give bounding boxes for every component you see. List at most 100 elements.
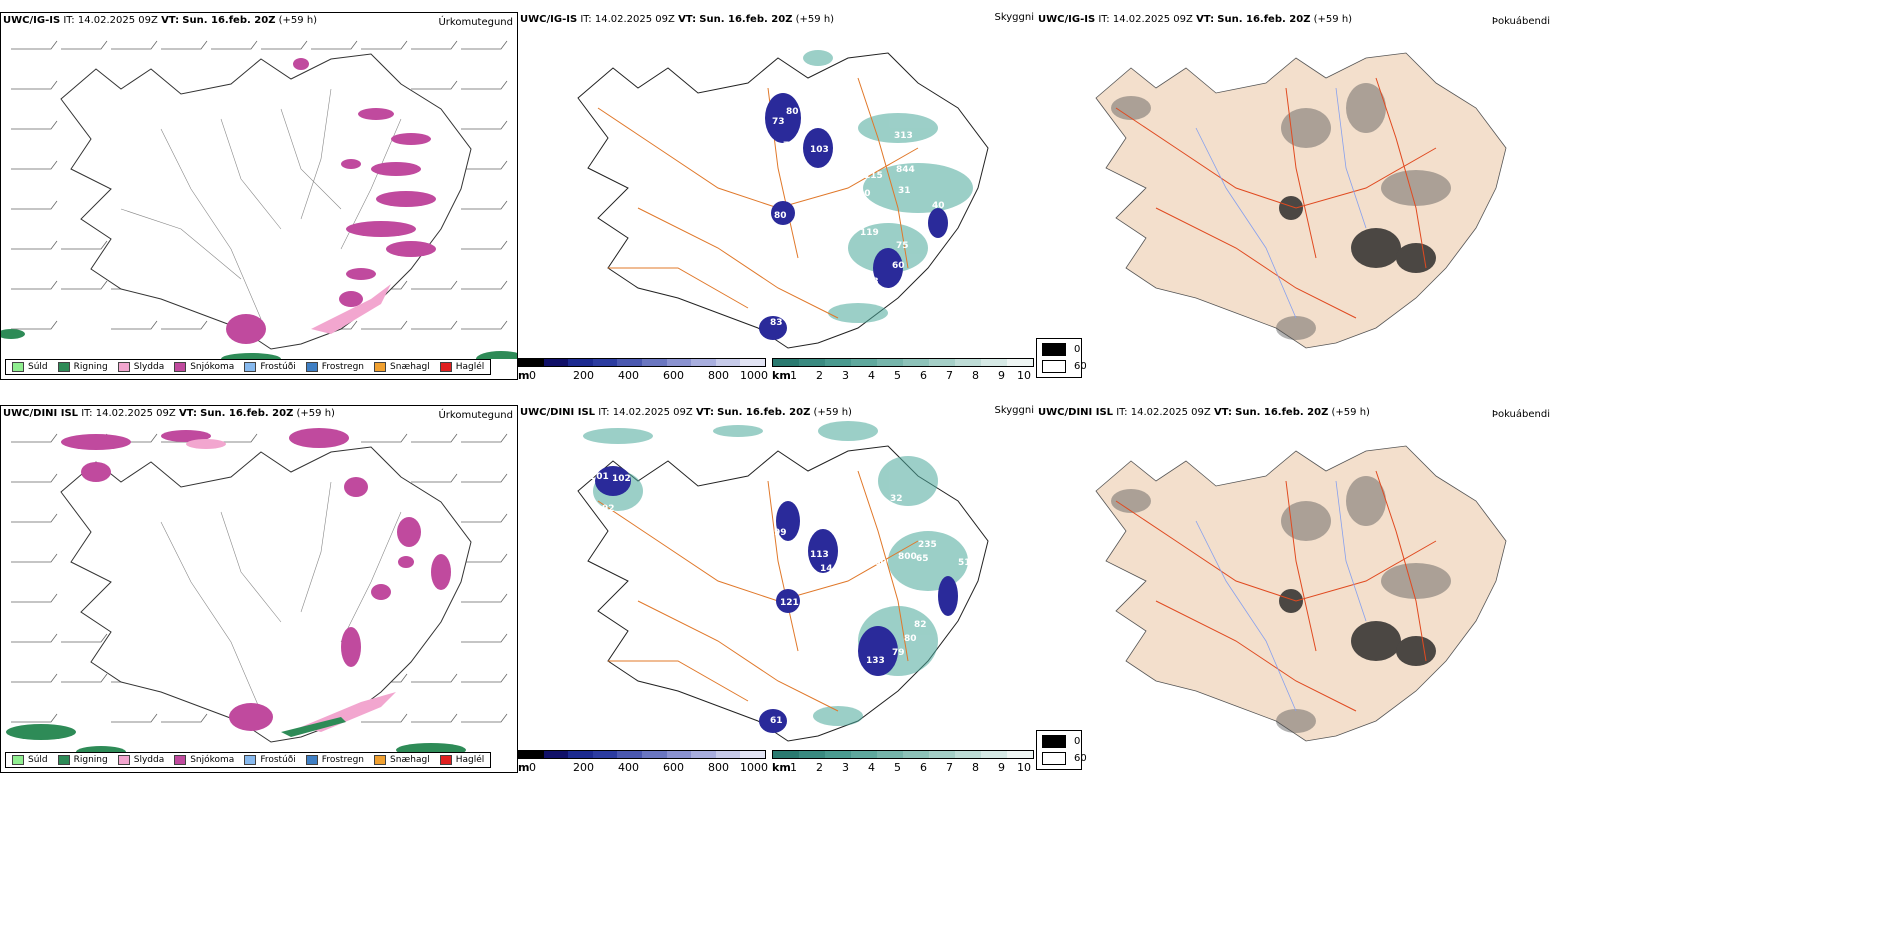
panel-header: UWC/DINI ISL IT: 14.02.2025 09Z VT: Sun.… [520, 407, 852, 418]
snow-depth-unit: m [518, 369, 530, 382]
panel-header: UWC/IG-IS IT: 14.02.2025 09Z VT: Sun. 16… [520, 14, 835, 25]
svg-text:201: 201 [590, 472, 609, 482]
cloud-panel-row2: UWC/DINI ISL IT: 14.02.2025 09Z VT: Sun.… [518, 405, 1036, 773]
panel-title: Úrkomutegund [438, 410, 513, 421]
snow-depth-areas [595, 466, 958, 733]
panel-header: UWC/IG-IS IT: 14.02.2025 09Z VT: Sun. 16… [1038, 14, 1353, 25]
fog-index-areas [1111, 83, 1451, 340]
visibility-tick: 10 [1017, 761, 1031, 774]
snow-depth-tick: 600 [663, 761, 684, 774]
fog-scale-low: 60 [1042, 360, 1087, 373]
precip-type-legend: Súld Rigning Slydda Snjókoma Frostúði Fr… [5, 752, 492, 768]
legend-snaehagl: Snæhagl [374, 362, 430, 372]
iceland-fog-map [1095, 445, 1507, 742]
legend-sud: Súld [12, 362, 48, 372]
svg-text:92: 92 [602, 504, 615, 514]
svg-text:31: 31 [898, 186, 911, 196]
svg-text:105: 105 [744, 706, 763, 716]
svg-text:180: 180 [828, 228, 847, 238]
iceland-precip-map [6, 428, 508, 752]
fog-scale-high: 0 [1042, 735, 1080, 748]
visibility-tick: 10 [1017, 369, 1031, 382]
panel-title: Skyggni [994, 405, 1034, 416]
svg-text:190: 190 [860, 540, 879, 550]
snow-depth-tick: 400 [618, 761, 639, 774]
legend-snjokoma: Snjókoma [174, 755, 234, 765]
svg-text:102: 102 [612, 474, 631, 484]
visibility-tick: 3 [842, 369, 849, 382]
rivers [160, 481, 402, 713]
visibility-tick: 9 [998, 761, 1005, 774]
svg-text:844: 844 [896, 165, 915, 175]
snow-depth-tick: 400 [618, 369, 639, 382]
svg-text:92: 92 [932, 135, 945, 145]
legend-slydda: Slydda [117, 755, 164, 765]
svg-text:162: 162 [854, 151, 873, 161]
snow-depth-colorbar [518, 750, 766, 759]
fog-high-areas [1279, 196, 1436, 273]
snow-depth-tick: 200 [573, 761, 594, 774]
snow-depth-tick: 600 [663, 369, 684, 382]
svg-text:800: 800 [898, 552, 917, 562]
snow-depth-unit: m [518, 761, 530, 774]
svg-text:65: 65 [916, 554, 929, 564]
visibility-tick: 4 [868, 369, 875, 382]
visibility-colorbar [772, 750, 1034, 759]
rivers [1195, 480, 1367, 712]
snow-depth-colorbar [518, 358, 766, 367]
fog-panel-row1: UWC/IG-IS IT: 14.02.2025 09Z VT: Sun. 16… [1036, 12, 1554, 380]
panel-header: UWC/DINI ISL IT: 14.02.2025 09Z VT: Sun.… [1038, 407, 1370, 418]
svg-text:79: 79 [892, 648, 905, 658]
svg-text:99: 99 [774, 528, 787, 538]
legend-snaehagl: Snæhagl [374, 755, 430, 765]
svg-text:103: 103 [810, 145, 829, 155]
snow-depth-areas [759, 93, 948, 340]
svg-text:58: 58 [866, 277, 879, 287]
low-visibility-areas [803, 50, 973, 323]
panel-title: Þokuábendi [1491, 16, 1550, 27]
visibility-tick: 8 [972, 761, 979, 774]
visibility-tick: 5 [894, 761, 901, 774]
svg-text:79: 79 [914, 217, 927, 227]
svg-text:61: 61 [770, 716, 783, 726]
visibility-scale-row2: km 1 2 3 4 5 6 7 8 9 10 [772, 750, 1036, 776]
svg-text:144: 144 [820, 564, 839, 574]
snow-depth-tick: 0 [529, 761, 536, 774]
legend-frostudi: Frostúði [244, 755, 296, 765]
visibility-tick: 2 [816, 761, 823, 774]
visibility-tick: 1 [790, 369, 797, 382]
legend-rigning: Rigning [57, 755, 108, 765]
svg-text:80: 80 [774, 211, 787, 221]
iceland-land [1095, 445, 1507, 742]
panel-header: UWC/DINI ISL IT: 14.02.2025 09Z VT: Sun.… [3, 408, 335, 419]
svg-text:111: 111 [860, 584, 879, 594]
svg-text:83: 83 [770, 318, 783, 328]
legend-slydda: Slydda [117, 362, 164, 372]
visibility-tick: 4 [868, 761, 875, 774]
svg-text:32: 32 [840, 97, 853, 107]
roads [1115, 470, 1437, 712]
iceland-land [1095, 52, 1507, 349]
panel-title: Skyggni [994, 12, 1034, 23]
snow-depth-tick: 0 [529, 369, 536, 382]
legend-rigning: Rigning [57, 362, 108, 372]
svg-text:60: 60 [892, 261, 905, 271]
visibility-tick: 7 [946, 369, 953, 382]
visibility-tick: 9 [998, 369, 1005, 382]
svg-text:51: 51 [958, 558, 971, 568]
visibility-colorbar [772, 358, 1034, 367]
legend-haglel: Haglél [439, 755, 484, 765]
precip-type-legend: Súld Rigning Slydda Snjókoma Frostúði Fr… [5, 359, 492, 375]
visibility-unit: km [772, 761, 791, 774]
svg-text:80: 80 [904, 634, 917, 644]
roads [1115, 77, 1437, 319]
snow-depth-tick: 800 [708, 369, 729, 382]
svg-text:128: 128 [842, 492, 861, 502]
svg-text:119: 119 [860, 228, 879, 238]
iceland-fog-map [1095, 52, 1507, 349]
rivers [1195, 87, 1367, 319]
fog-scale-row1: 0 60 [1036, 338, 1087, 378]
visibility-scale-row1: km 1 2 3 4 5 6 7 8 9 10 [772, 358, 1036, 384]
